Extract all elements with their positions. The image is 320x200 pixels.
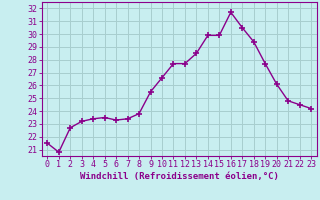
- X-axis label: Windchill (Refroidissement éolien,°C): Windchill (Refroidissement éolien,°C): [80, 172, 279, 181]
